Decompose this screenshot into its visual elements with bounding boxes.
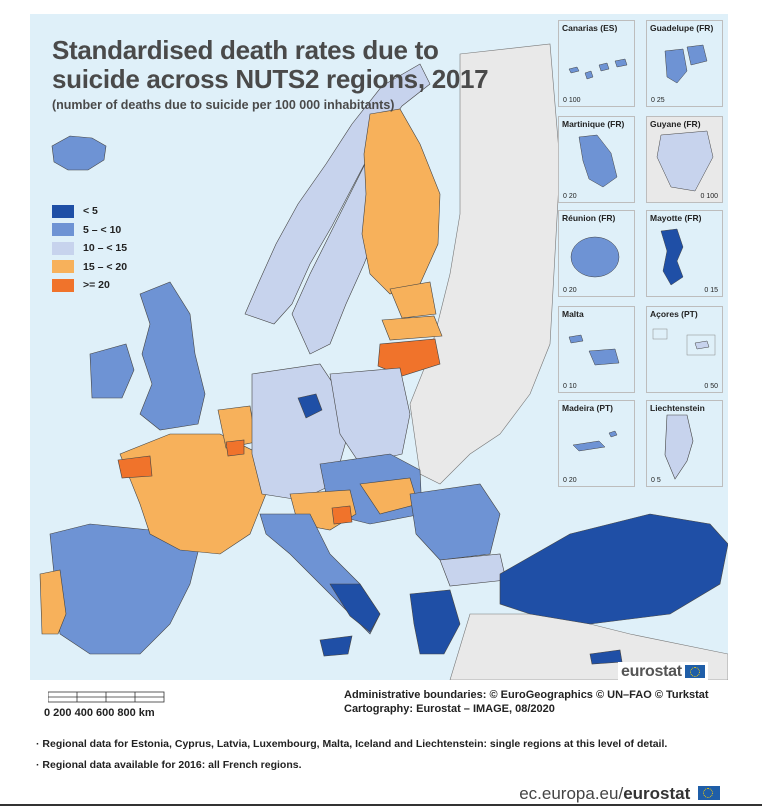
legend-label: >= 20 bbox=[83, 279, 110, 292]
map-subtitle: (number of deaths due to suicide per 100… bbox=[52, 98, 395, 112]
inset-title: Martinique (FR) bbox=[562, 119, 625, 129]
inset-madeira-map bbox=[572, 430, 618, 452]
inset-scale: 0 20 bbox=[563, 287, 577, 294]
eu-flag-icon bbox=[684, 665, 705, 678]
inset-mayotte-map bbox=[660, 228, 684, 286]
iceland-region bbox=[51, 135, 107, 171]
romania-regions bbox=[409, 483, 501, 561]
italy-south-regions bbox=[329, 583, 381, 633]
inset-scale: 0 20 bbox=[563, 477, 577, 484]
inset-title: Madeira (PT) bbox=[562, 403, 614, 413]
credits: Administrative boundaries: © EuroGeograp… bbox=[344, 688, 709, 716]
legend-item: 15 – < 20 bbox=[52, 258, 127, 277]
legend-item: < 5 bbox=[52, 202, 127, 221]
bretagne-region bbox=[117, 455, 153, 479]
footer-brand: eurostat bbox=[623, 784, 691, 803]
portugal-regions bbox=[39, 569, 67, 635]
inset-mayotte: Mayotte (FR) 0 15 bbox=[646, 210, 723, 297]
inset-scale: 0 50 bbox=[704, 383, 718, 390]
inset-guyane-map bbox=[656, 130, 714, 192]
estonia-region bbox=[389, 281, 437, 319]
footer-url[interactable]: ec.europa.eu/eurostat bbox=[519, 784, 720, 804]
inset-title: Guyane (FR) bbox=[650, 119, 701, 129]
inset-scale: 0 15 bbox=[704, 287, 718, 294]
france-regions bbox=[119, 433, 267, 555]
inset-scale: 0 25 bbox=[651, 97, 665, 104]
lithuania-region bbox=[377, 338, 441, 377]
inset-scale: 0 5 bbox=[651, 477, 661, 484]
legend-swatch bbox=[52, 260, 74, 274]
eurostat-wordmark: eurostat bbox=[621, 662, 682, 680]
latvia-region bbox=[381, 315, 443, 341]
inset-martinique-map bbox=[578, 134, 618, 188]
turkey-regions bbox=[499, 513, 728, 625]
inset-title: Liechtenstein bbox=[650, 403, 705, 413]
legend-swatch bbox=[52, 223, 74, 237]
greece-regions bbox=[409, 589, 461, 655]
inset-reunion: Réunion (FR) 0 20 bbox=[558, 210, 635, 297]
inset-malta: Malta 0 10 bbox=[558, 306, 635, 393]
inset-scale: 0 100 bbox=[700, 193, 718, 200]
credits-boundaries: Administrative boundaries: © EuroGeograp… bbox=[344, 689, 709, 701]
legend: < 5 5 – < 10 10 – < 15 15 – < 20 >= 20 bbox=[52, 202, 127, 295]
inset-title: Mayotte (FR) bbox=[650, 213, 702, 223]
inset-liechtenstein: Liechtenstein 0 5 bbox=[646, 400, 723, 487]
inset-scale: 0 10 bbox=[563, 383, 577, 390]
inset-scale: 0 100 bbox=[563, 97, 581, 104]
inset-title: Réunion (FR) bbox=[562, 213, 616, 223]
slovenia-region bbox=[331, 505, 353, 525]
inset-malta-map bbox=[568, 334, 620, 366]
inset-canarias: Canarias (ES) 0 100 bbox=[558, 20, 635, 107]
credits-cartography: Cartography: Eurostat – IMAGE, 08/2020 bbox=[344, 703, 555, 715]
scale-bar bbox=[48, 691, 165, 703]
notes: Regional data for Estonia, Cyprus, Latvi… bbox=[36, 734, 667, 776]
legend-item: >= 20 bbox=[52, 276, 127, 295]
inset-guadelupe-map bbox=[664, 44, 708, 84]
eu-flag-icon bbox=[698, 786, 720, 800]
inset-madeira: Madeira (PT) 0 20 bbox=[558, 400, 635, 487]
wallonia-region bbox=[225, 439, 245, 457]
inset-guadelupe: Guadelupe (FR) 0 25 bbox=[646, 20, 723, 107]
spain-regions bbox=[49, 523, 201, 655]
legend-label: 5 – < 10 bbox=[83, 223, 122, 236]
inset-title: Açores (PT) bbox=[650, 309, 698, 319]
ireland-regions bbox=[89, 343, 135, 399]
bottom-rule bbox=[0, 804, 762, 806]
inset-title: Malta bbox=[562, 309, 584, 319]
eurostat-logo: eurostat bbox=[618, 662, 708, 681]
legend-swatch bbox=[52, 241, 74, 255]
legend-item: 10 – < 15 bbox=[52, 239, 127, 258]
inset-acores: Açores (PT) 0 50 bbox=[646, 306, 723, 393]
inset-scale: 0 20 bbox=[563, 193, 577, 200]
note-item: Regional data available for 2016: all Fr… bbox=[36, 755, 667, 776]
sicily-region bbox=[319, 635, 353, 657]
bulgaria-regions bbox=[439, 553, 507, 587]
inset-martinique: Martinique (FR) 0 20 bbox=[558, 116, 635, 203]
footer-domain: ec.europa.eu/ bbox=[519, 784, 624, 803]
note-item: Regional data for Estonia, Cyprus, Latvi… bbox=[36, 734, 667, 755]
legend-label: 10 – < 15 bbox=[83, 242, 128, 255]
inset-title: Guadelupe (FR) bbox=[650, 23, 714, 33]
legend-label: 15 – < 20 bbox=[83, 260, 128, 273]
inset-acores-map bbox=[652, 328, 716, 356]
uk-regions bbox=[139, 281, 206, 431]
non-eu-land-east bbox=[409, 43, 561, 485]
inset-reunion-map bbox=[570, 236, 620, 278]
inset-guyane: Guyane (FR) 0 100 bbox=[646, 116, 723, 203]
legend-item: 5 – < 10 bbox=[52, 221, 127, 240]
inset-title: Canarias (ES) bbox=[562, 23, 618, 33]
poland-regions bbox=[329, 367, 411, 465]
scale-bar-labels: 0 200 400 600 800 km bbox=[44, 707, 155, 719]
inset-liechtenstein-map bbox=[664, 414, 694, 480]
legend-swatch bbox=[52, 204, 74, 218]
legend-label: < 5 bbox=[83, 205, 98, 218]
map-title: Standardised death rates due to suicide … bbox=[52, 35, 489, 94]
legend-swatch bbox=[52, 278, 74, 292]
poland-capital-region bbox=[297, 393, 323, 419]
inset-canarias-map bbox=[568, 58, 628, 80]
